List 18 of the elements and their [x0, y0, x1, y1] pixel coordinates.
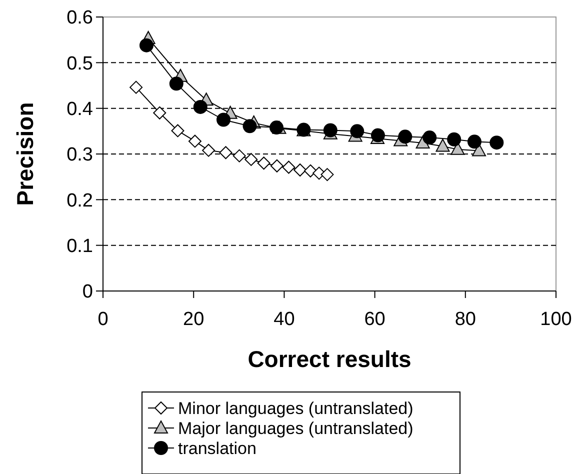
y-tick-label: 0	[82, 282, 93, 303]
y-tick-label: 0.4	[66, 98, 94, 120]
x-tick-label: 100	[540, 309, 572, 330]
y-tick-label: 0.3	[66, 144, 93, 166]
x-axis-title: Correct results	[248, 346, 412, 372]
legend-label: Major languages (untranslated)	[178, 418, 414, 438]
x-tick-label: 40	[274, 309, 295, 330]
y-tick-label: 0.6	[66, 8, 93, 29]
x-tick-label: 20	[183, 309, 204, 330]
legend-label: Minor languages (untranslated)	[178, 398, 414, 418]
y-tick-label: 0.1	[66, 236, 93, 257]
y-tick-label: 0.2	[66, 190, 93, 212]
x-tick-label: 60	[364, 309, 386, 330]
x-tick-label: 80	[454, 309, 476, 330]
y-axis-title: Precision	[12, 102, 38, 206]
legend-label: translation	[178, 438, 256, 458]
y-tick-label: 0.5	[66, 53, 93, 74]
x-tick-label: 0	[98, 309, 108, 330]
